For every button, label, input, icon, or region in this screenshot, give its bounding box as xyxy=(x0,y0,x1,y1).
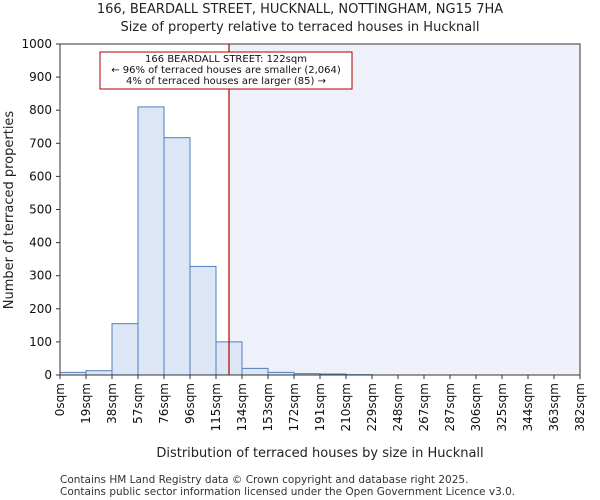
plot-background xyxy=(229,44,580,375)
x-tick-label: 344sqm xyxy=(521,383,535,431)
x-tick-label: 363sqm xyxy=(547,383,561,431)
y-axis-label: Number of terraced properties xyxy=(2,111,17,310)
y-tick-label: 600 xyxy=(29,169,52,183)
x-tick-label: 306sqm xyxy=(469,383,483,431)
x-axis-ticks: 0sqm 19sqm 38sqm 57sqm 76sqm 96sqm 115sqm 134sq… xyxy=(53,375,587,431)
x-tick-label: 229sqm xyxy=(365,383,379,431)
annotation-line-3: 4% of terraced houses are larger (85) → xyxy=(126,76,326,87)
x-tick-label: 96sqm xyxy=(183,383,197,424)
x-tick-label: 287sqm xyxy=(443,383,457,431)
y-tick-label: 200 xyxy=(29,302,52,316)
bar-57sqm xyxy=(137,106,165,376)
y-tick-label: 900 xyxy=(29,70,52,84)
x-tick-label: 38sqm xyxy=(105,383,119,424)
annotation-box: 166 BEARDALL STREET: 122sqm ← 96% of ter… xyxy=(99,51,353,90)
y-tick-label: 700 xyxy=(29,136,52,150)
x-tick-label: 134sqm xyxy=(235,383,249,431)
x-tick-label: 76sqm xyxy=(157,383,171,424)
x-tick-label: 325sqm xyxy=(495,383,509,431)
x-tick-label: 115sqm xyxy=(209,383,223,431)
x-tick-label: 248sqm xyxy=(391,383,405,431)
footer-line-2: Contains public sector information licen… xyxy=(60,486,515,498)
x-tick-label: 210sqm xyxy=(339,383,353,431)
bar-96sqm xyxy=(189,265,217,376)
x-tick-label: 267sqm xyxy=(417,383,431,431)
bar-76sqm xyxy=(163,137,191,376)
x-tick-label: 19sqm xyxy=(79,383,93,424)
bar-38sqm xyxy=(111,323,139,376)
histogram-bars xyxy=(59,106,373,376)
x-tick-label: 153sqm xyxy=(261,383,275,431)
x-tick-label: 0sqm xyxy=(53,383,67,416)
x-tick-label: 191sqm xyxy=(313,383,327,431)
y-tick-label: 500 xyxy=(29,203,52,217)
bar-19sqm xyxy=(85,370,113,376)
chart-title: 166, BEARDALL STREET, HUCKNALL, NOTTINGH… xyxy=(97,2,503,17)
footer-line-1: Contains HM Land Registry data © Crown c… xyxy=(60,474,468,486)
x-tick-label: 57sqm xyxy=(131,383,145,424)
bar-134sqm xyxy=(241,367,269,376)
annotation-line-2: ← 96% of terraced houses are smaller (2,… xyxy=(111,65,341,76)
x-tick-label: 172sqm xyxy=(287,383,301,431)
y-tick-label: 400 xyxy=(29,236,52,250)
x-axis-label: Distribution of terraced houses by size … xyxy=(156,446,483,461)
annotation-line-1: 166 BEARDALL STREET: 122sqm xyxy=(145,54,307,65)
y-tick-label: 0 xyxy=(44,368,52,382)
larger-region-shading xyxy=(229,44,580,375)
y-tick-label: 100 xyxy=(29,335,52,349)
x-tick-label: 382sqm xyxy=(573,383,587,431)
y-axis-ticks: 0 100 200 300 400 500 600 700 800 900 1000 xyxy=(21,37,60,382)
y-tick-label: 1000 xyxy=(21,37,52,51)
y-tick-label: 300 xyxy=(29,269,52,283)
y-tick-label: 800 xyxy=(29,103,52,117)
chart-subtitle: Size of property relative to terraced ho… xyxy=(121,20,480,35)
